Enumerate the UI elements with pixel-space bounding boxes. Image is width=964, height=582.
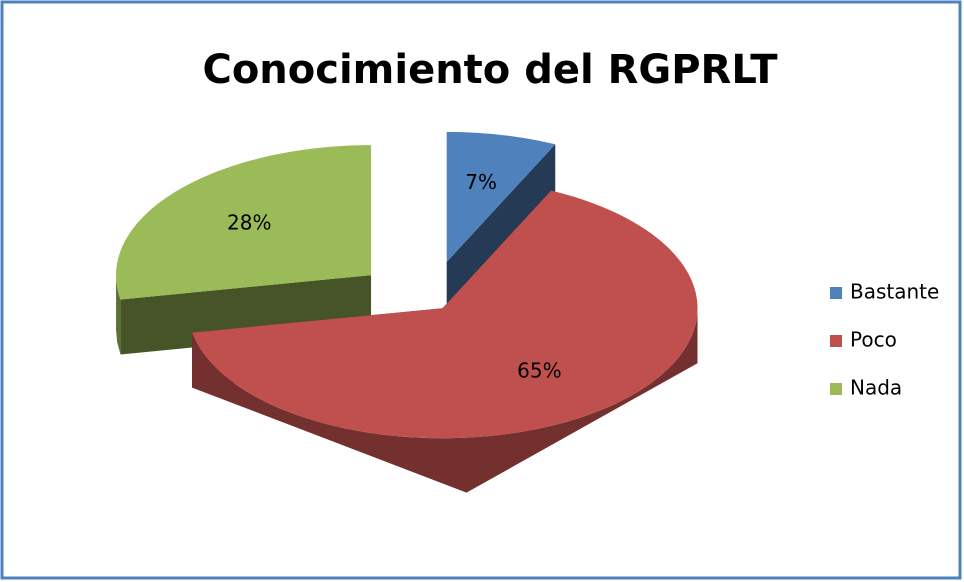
data-label: 7% [465,170,497,194]
slice [446,131,556,262]
slice-face [446,144,556,317]
legend-label: Bastante [850,280,939,304]
slice-side [116,275,121,355]
data-label: 28% [227,210,271,234]
legend-swatch [830,383,842,395]
legend-label: Poco [850,328,897,352]
data-label: 65% [517,358,561,382]
slice [116,145,372,300]
legend-swatch [830,287,842,299]
chart-title: Conocimiento del RGPRLT [202,47,778,93]
legend-label: Nada [850,376,902,400]
slice [192,190,698,439]
legend-swatch [830,335,842,347]
slice-side [192,308,698,493]
